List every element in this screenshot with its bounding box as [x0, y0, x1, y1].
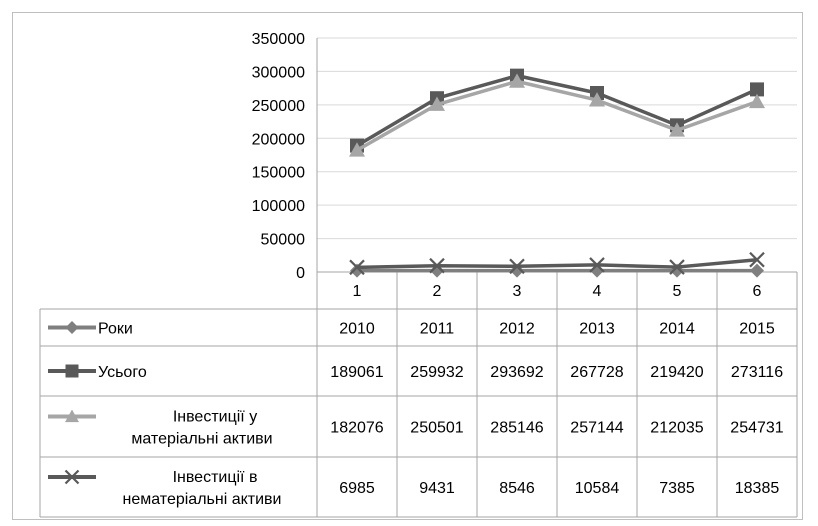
- data-point: [589, 257, 605, 273]
- legend-marker: [65, 364, 79, 378]
- legend-marker: [65, 409, 79, 423]
- table-cell: 7385: [659, 480, 695, 497]
- series-line: [356, 257, 758, 270]
- series-line: [356, 79, 758, 152]
- data-table: 1 2 3 4 5 6 Роки 2010 2011 2012 2013 2014 2015 Усього…: [39, 38, 798, 518]
- data-point: [749, 93, 765, 109]
- x-tick-label: 1: [353, 283, 362, 300]
- table-cell: 285146: [490, 420, 543, 437]
- data-point: [349, 259, 365, 276]
- x-tick-label: 3: [513, 283, 522, 300]
- series: [349, 73, 765, 157]
- table-cell: 219420: [650, 364, 703, 381]
- legend-marker: [65, 321, 79, 334]
- y-tick-label: 200000: [252, 131, 305, 148]
- table-cell: 273116: [731, 364, 783, 381]
- y-tick-label: 0: [296, 265, 305, 282]
- table-cell: 189061: [330, 364, 383, 381]
- series: [349, 251, 765, 276]
- gridlines: [317, 37, 797, 240]
- y-axis-ticks: 0 50000 100000 150000 200000 250000 300000 3500…: [252, 31, 305, 282]
- data-point: [669, 122, 685, 137]
- x-tick-label: 4: [593, 283, 602, 300]
- data-point: [349, 142, 365, 157]
- table-cell: 6985: [339, 480, 375, 497]
- x-tick-label: 5: [673, 283, 682, 300]
- table-cell: 2015: [739, 321, 775, 338]
- data-point: [509, 258, 525, 275]
- legend-label: Усього: [98, 364, 147, 381]
- data-point: [429, 257, 445, 274]
- y-tick-label: 150000: [252, 165, 305, 182]
- table-row: Усього 189061 259932 293692 267728 219420 2731…: [48, 364, 783, 381]
- table-cell: 267728: [570, 364, 623, 381]
- data-point: [750, 263, 764, 278]
- table-cell: 257144: [570, 420, 623, 437]
- table-cell: 10584: [575, 480, 620, 497]
- y-tick-label: 300000: [252, 64, 305, 81]
- data-point: [669, 259, 685, 275]
- table-cell: 2012: [499, 321, 535, 338]
- series-layer: [349, 68, 765, 278]
- y-tick-label: 250000: [252, 98, 305, 115]
- table-cell: 8546: [499, 480, 535, 497]
- data-point: [749, 251, 765, 268]
- table-row: Інвестиції в нематеріальні активи 6985 9431…: [48, 469, 779, 508]
- data-point: [429, 96, 445, 111]
- x-tick-label: 6: [753, 283, 762, 300]
- y-tick-label: 350000: [252, 31, 305, 48]
- table-cell: 250501: [410, 420, 463, 437]
- y-tick-label: 50000: [261, 232, 306, 249]
- table-cell: 293692: [490, 364, 543, 381]
- table-row: Роки 2010 2011 2012 2013 2014 2015: [48, 321, 775, 338]
- table-cell: 182076: [330, 420, 383, 437]
- series-line: [356, 73, 758, 148]
- table-cell: 212035: [650, 420, 703, 437]
- y-tick-label: 100000: [252, 198, 305, 215]
- data-point: [589, 92, 605, 107]
- legend-marker: [64, 469, 80, 485]
- x-tick-label: 2: [433, 283, 442, 300]
- table-cell: 2013: [579, 321, 615, 338]
- table-cell: 9431: [419, 480, 455, 497]
- legend-label: Інвестиції в нематеріальні активи: [123, 469, 282, 508]
- legend-label: Роки: [98, 321, 133, 338]
- legend-label: Інвестиції у матеріальні активи: [131, 409, 272, 448]
- table-row: Інвестиції у матеріальні активи 182076 2505…: [48, 409, 784, 448]
- table-cell: 259932: [410, 364, 463, 381]
- table-cell: 254731: [730, 420, 783, 437]
- table-cell: 2010: [339, 321, 375, 338]
- table-cell: 18385: [735, 480, 780, 497]
- data-point: [750, 82, 764, 97]
- data-point: [509, 73, 525, 88]
- table-cell: 2014: [659, 321, 695, 338]
- table-cell: 2011: [420, 321, 455, 338]
